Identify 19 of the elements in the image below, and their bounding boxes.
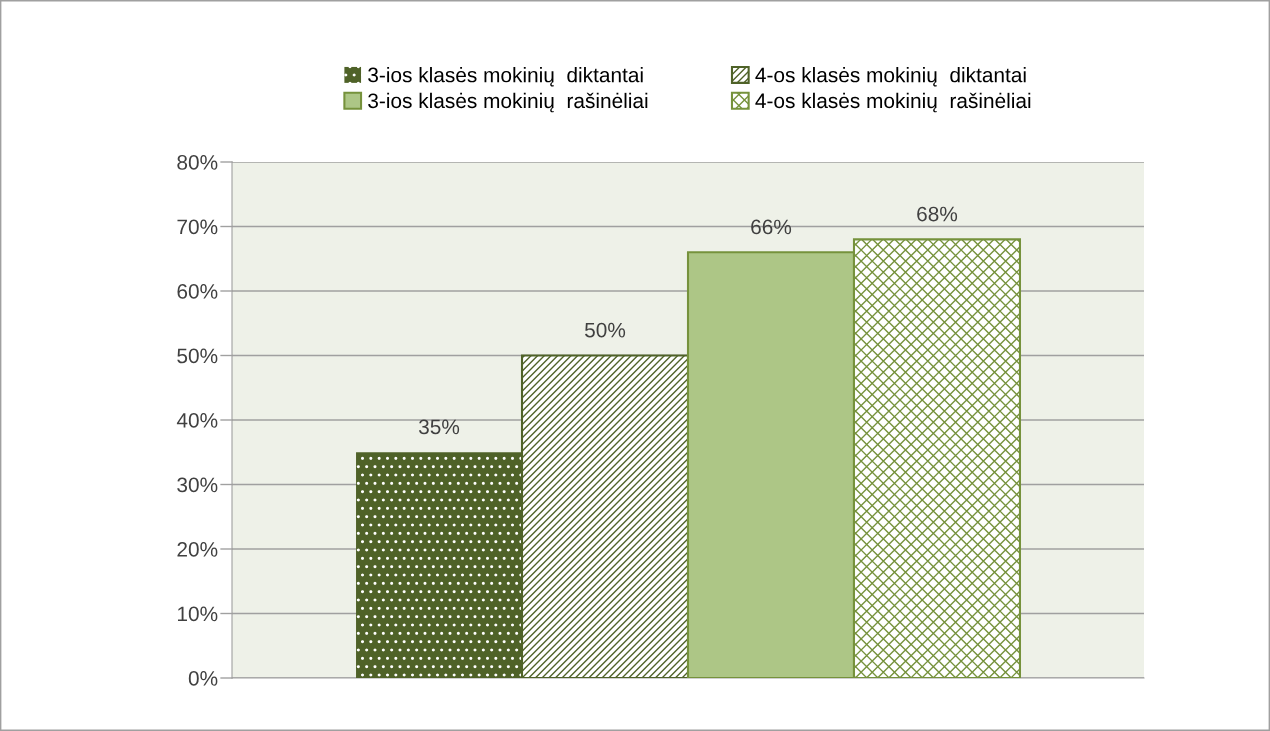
- legend-label: 3-ios klasės mokinių rašinėliai: [368, 92, 648, 113]
- y-tick-label: 30%: [177, 477, 218, 493]
- y-tick-label: 0%: [188, 671, 218, 686]
- bar: [356, 452, 523, 678]
- y-tick-label: 10%: [178, 606, 218, 622]
- legend-label: 4-os klasės mokinių rašinėliai: [755, 92, 1031, 113]
- bar: [520, 354, 690, 678]
- data-label: 68%: [917, 206, 958, 222]
- y-tick-label: 80%: [177, 155, 218, 170]
- data-label: 35%: [418, 419, 460, 435]
- legend-label: 4-os klasės mokinių diktantai: [755, 67, 1026, 87]
- y-tick-label: 50%: [177, 348, 218, 364]
- y-tick-label: 70%: [177, 219, 218, 235]
- y-tick-label: 20%: [177, 542, 218, 557]
- y-tick-label: 60%: [177, 284, 218, 299]
- y-tick-label: 40%: [176, 413, 218, 428]
- data-label: 50%: [584, 322, 626, 338]
- data-label: 66%: [751, 219, 792, 235]
- legend-label: 3-ios klasės mokinių diktantai: [368, 67, 643, 87]
